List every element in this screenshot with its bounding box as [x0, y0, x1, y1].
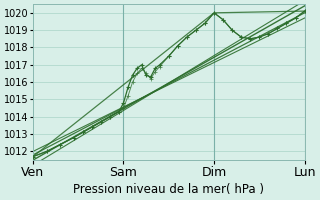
X-axis label: Pression niveau de la mer( hPa ): Pression niveau de la mer( hPa ) [73, 183, 264, 196]
